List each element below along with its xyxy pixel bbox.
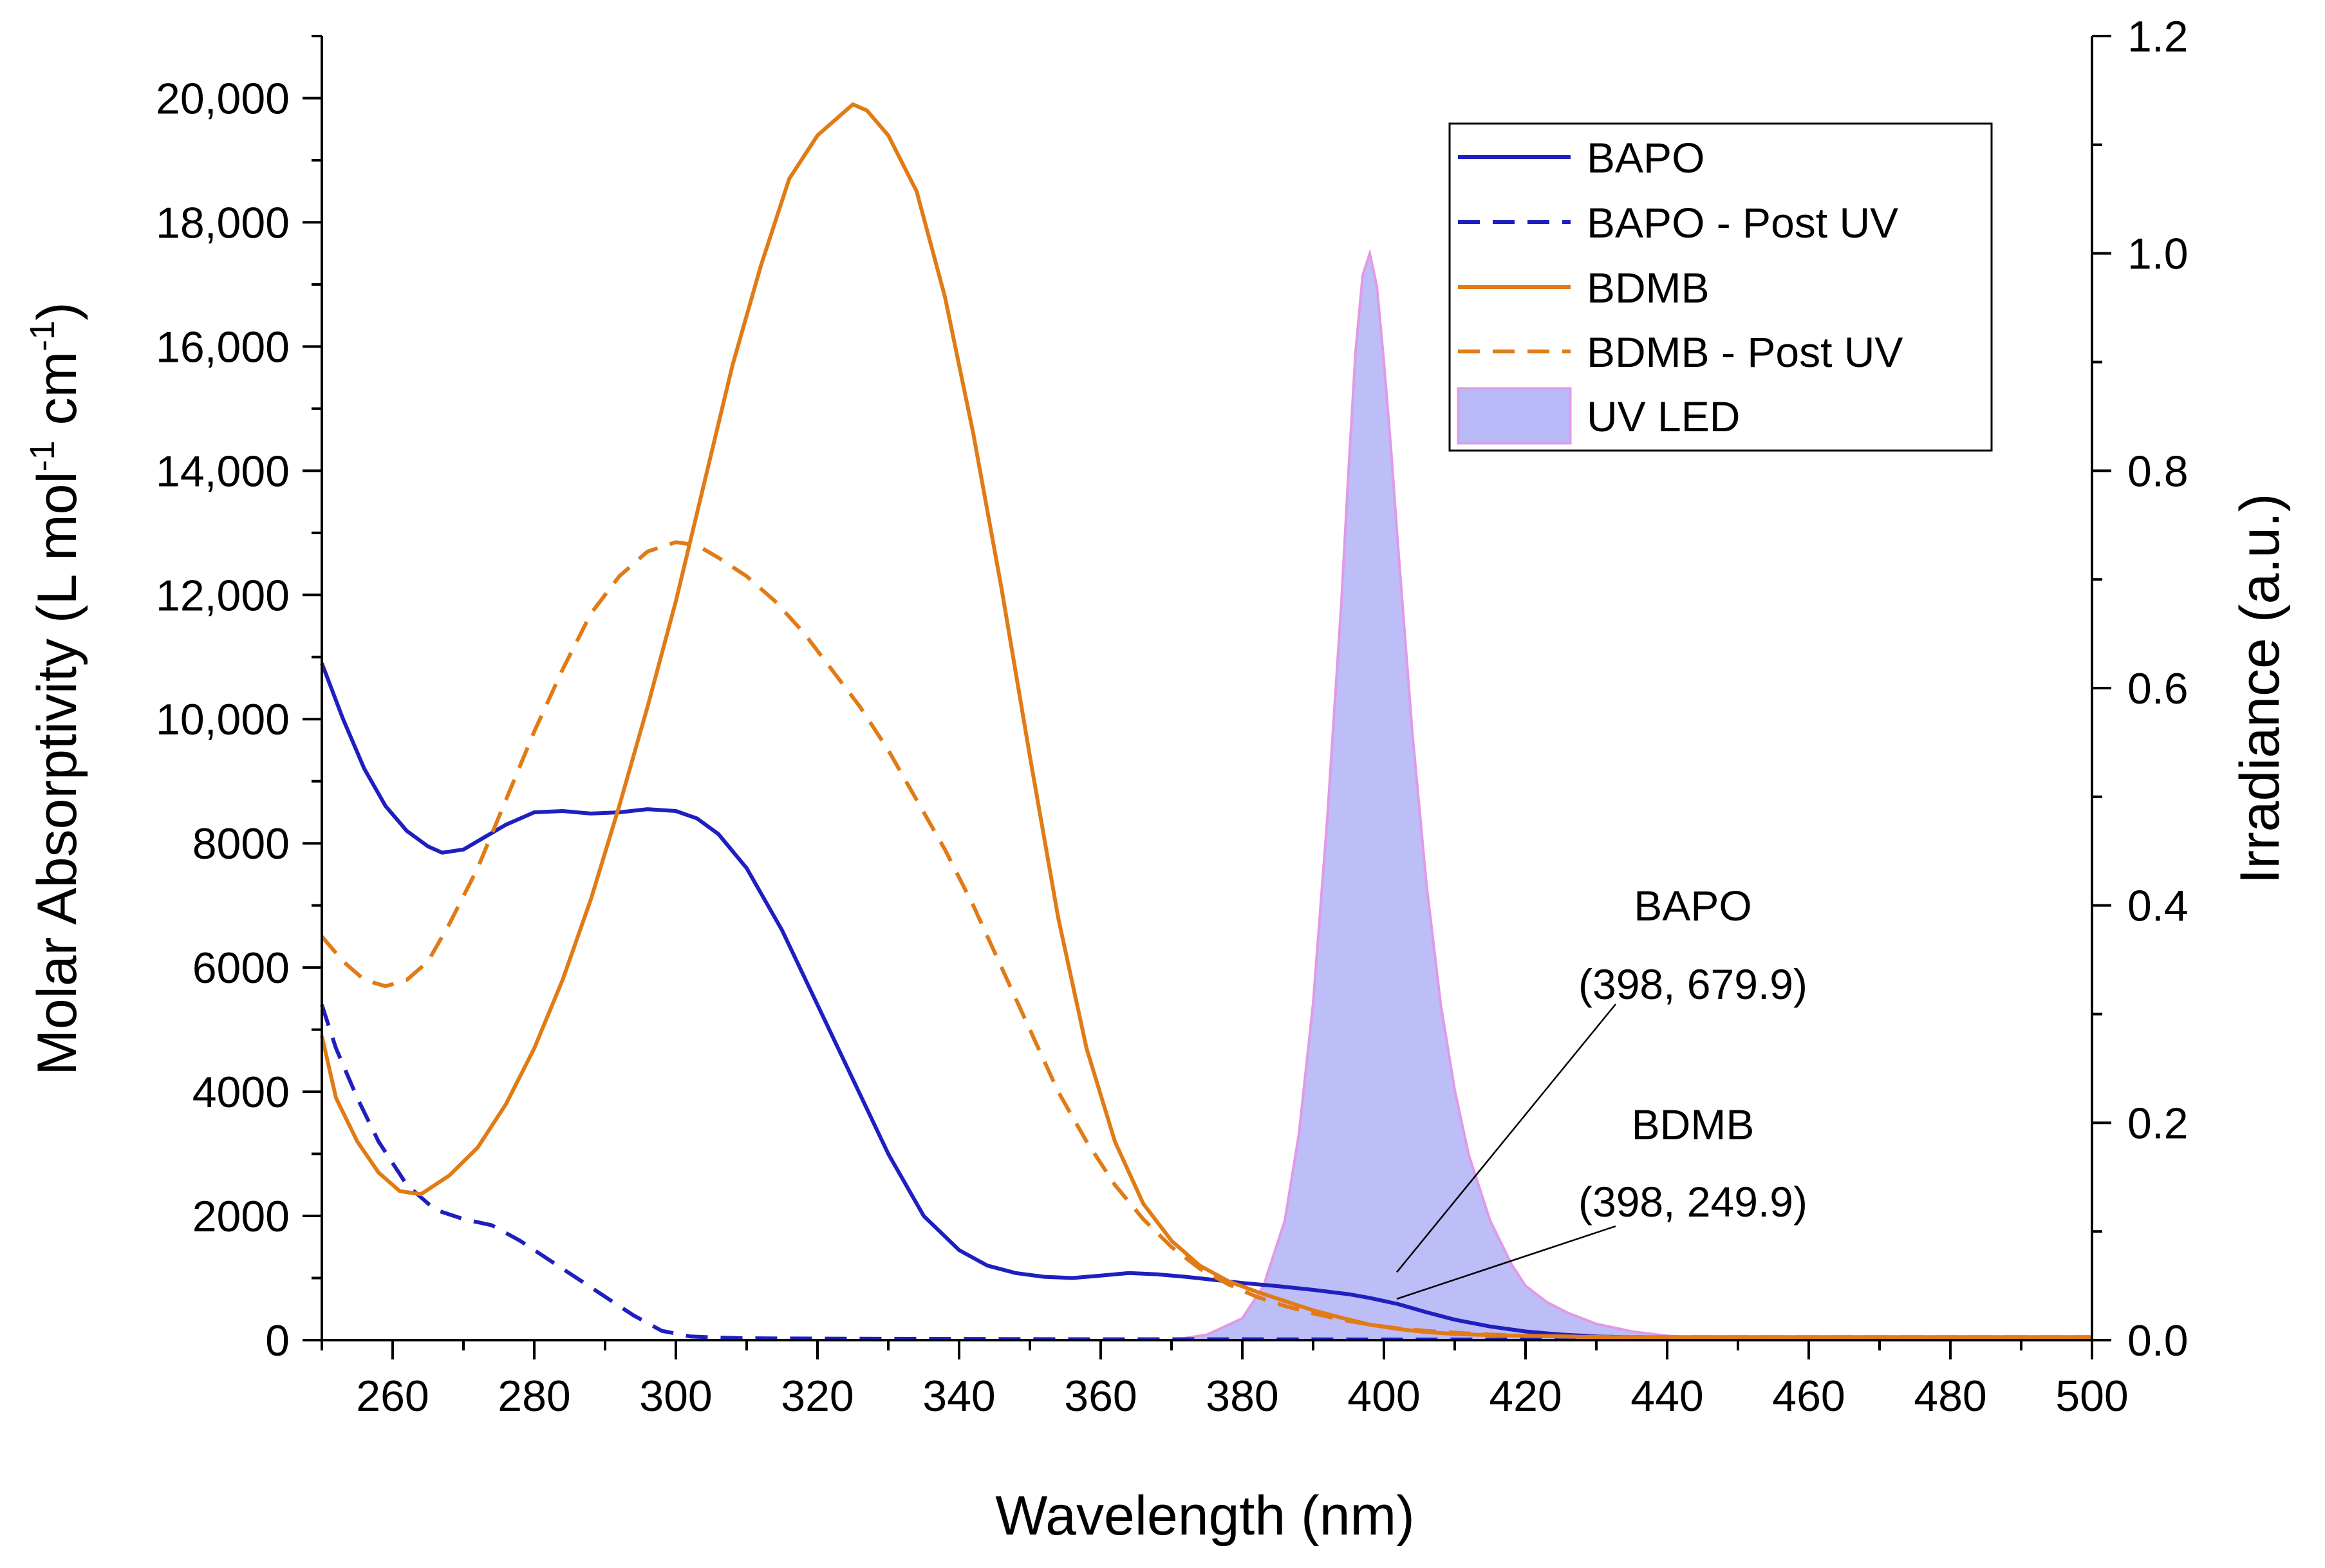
series-bdmb-post-uv-line: [320, 540, 2092, 1339]
left-y-tick-label: 0: [265, 1316, 290, 1365]
right-y-axis-title: Irradiance (a.u.): [2229, 493, 2291, 884]
left-y-tick-label: 14,000: [156, 447, 290, 496]
left-y-tick-label: 16,000: [156, 322, 290, 371]
x-tick-label: 280: [498, 1372, 570, 1421]
right-y-tick-label: 0.4: [2127, 882, 2189, 931]
legend-item-bdmb: BDMB: [1458, 264, 1710, 312]
legend-label-bdmb-post-uv: BDMB - Post UV: [1587, 328, 1903, 376]
annotations: BAPO (398, 679.9) BDMB (398, 249.9): [1396, 882, 1807, 1300]
x-tick-label: 380: [1206, 1372, 1278, 1421]
x-ticks: 260 280 300 320 340 360 380 400 420 440 460 480 500: [321, 1340, 2129, 1421]
legend-item-bapo: BAPO: [1458, 134, 1704, 182]
left-y-tick-label: 8000: [192, 819, 290, 868]
right-y-tick-label: 0.0: [2127, 1316, 2189, 1365]
right-y-tick-label: 1.2: [2127, 12, 2189, 61]
legend-label-bdmb: BDMB: [1587, 264, 1710, 312]
left-y-title-prefix: Molar Absorptivity (L mol: [26, 471, 88, 1075]
left-y-tick-label: 4000: [192, 1068, 290, 1117]
x-tick-label: 440: [1630, 1372, 1703, 1421]
x-tick-label: 340: [922, 1372, 995, 1421]
annotation-leader-bapo: [1396, 1003, 1616, 1273]
left-y-tick-label: 2000: [192, 1192, 290, 1241]
annotation-bdmb-coords: (398, 249.9): [1578, 1178, 1807, 1226]
x-tick-label: 480: [1914, 1372, 1986, 1421]
left-y-title-mid: cm: [26, 351, 88, 441]
left-y-axis-title: Molar Absorptivity (L mol-1 cm-1): [23, 302, 88, 1076]
x-tick-label: 320: [781, 1372, 854, 1421]
left-y-title-sup1: -1: [23, 440, 62, 471]
left-y-title-sup2: -1: [23, 321, 62, 351]
legend-swatch-uv-led: [1457, 387, 1572, 445]
legend-label-bapo-post-uv: BAPO - Post UV: [1587, 199, 1898, 247]
right-y-tick-label: 0.2: [2127, 1099, 2189, 1148]
annotation-bdmb-name: BDMB: [1632, 1101, 1755, 1148]
left-y-tick-label: 20,000: [156, 74, 290, 123]
legend-item-uv-led: UV LED: [1457, 387, 1740, 445]
left-y-tick-label: 10,000: [156, 695, 290, 744]
legend-item-bdmb-post-uv: BDMB - Post UV: [1458, 328, 1903, 376]
x-tick-label: 500: [2055, 1372, 2128, 1421]
left-y-ticks: 0 2000 4000 6000 8000 10,000 12,000 14,000 16,00…: [156, 35, 322, 1365]
left-y-tick-label: 18,000: [156, 198, 290, 247]
annotation-leader-bdmb: [1396, 1225, 1616, 1300]
series-bapo-post-uv-line: [320, 1004, 2092, 1341]
x-tick-label: 420: [1489, 1372, 1562, 1421]
x-tick-label: 460: [1772, 1372, 1845, 1421]
x-axis-title: Wavelength (nm): [995, 1485, 1415, 1547]
right-y-tick-label: 0.8: [2127, 447, 2189, 496]
left-y-tick-label: 6000: [192, 944, 290, 993]
right-y-ticks: 0.0 0.2 0.4 0.6 0.8 1.0 1.2: [2092, 12, 2189, 1365]
legend: BAPO BAPO - Post UV BDMB BDMB - Post UV …: [1448, 122, 1993, 452]
legend-item-bapo-post-uv: BAPO - Post UV: [1458, 199, 1898, 247]
right-y-tick-label: 0.6: [2127, 664, 2189, 713]
right-y-tick-label: 1.0: [2127, 230, 2189, 279]
legend-label-uv-led: UV LED: [1587, 393, 1740, 440]
x-tick-label: 360: [1064, 1372, 1137, 1421]
legend-label-bapo: BAPO: [1587, 134, 1704, 182]
left-y-tick-label: 12,000: [156, 571, 290, 620]
x-tick-label: 300: [639, 1372, 712, 1421]
series-bapo-line: [320, 662, 2092, 1341]
annotation-bapo-name: BAPO: [1634, 882, 1751, 929]
left-y-title-suffix: ): [26, 302, 88, 321]
absorptivity-series-layer: [320, 102, 2092, 1341]
x-tick-label: 400: [1347, 1372, 1420, 1421]
annotation-bapo-coords: (398, 679.9): [1578, 960, 1807, 1008]
x-tick-label: 260: [356, 1372, 429, 1421]
